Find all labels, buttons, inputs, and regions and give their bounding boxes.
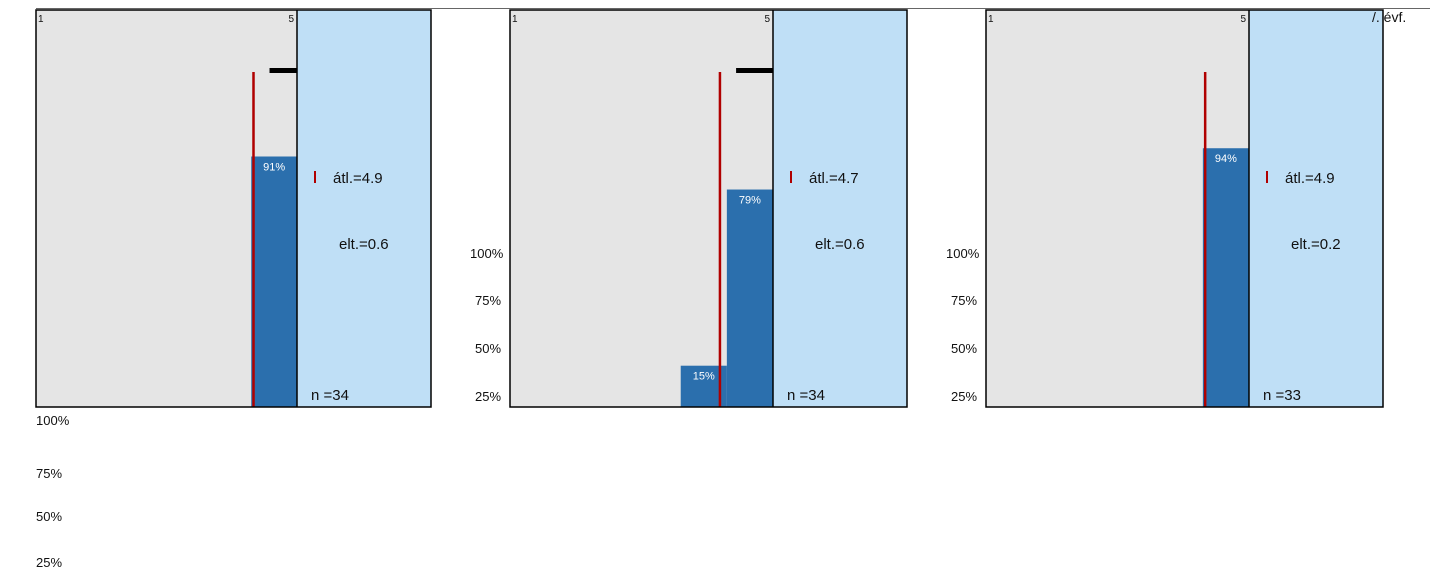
chart-1-ytick-label: 50%: [36, 509, 63, 524]
scale-max-label: 5: [288, 14, 294, 25]
chart-3-svg: 94% 1 5 átl.=4.9 elt.=0.2 n =33: [985, 9, 1384, 408]
stats-panel: [1249, 10, 1383, 407]
sd-label: elt.=0.6: [339, 236, 389, 253]
mean-label: átl.=4.7: [809, 170, 859, 187]
n-label: n =33: [1263, 387, 1301, 404]
scale-min-label: 1: [512, 14, 518, 25]
chart-2-svg: 15% 79% 1 5 átl.=4.7 elt.=0.6 n =34: [509, 9, 908, 408]
stats-panel: [773, 10, 907, 407]
chart-3-ytick-label: 75%: [951, 293, 978, 308]
chart-3-ytick-label: 100%: [946, 246, 980, 261]
chart-3-ytick-label: 50%: [951, 341, 978, 356]
chart-2-ytick-label: 75%: [475, 293, 502, 308]
median-bar: [736, 68, 773, 73]
median-bar: [269, 68, 297, 73]
n-label: n =34: [787, 387, 825, 404]
bar: [726, 189, 773, 407]
bar-value-label: 94%: [1215, 153, 1237, 165]
chart-border: [985, 9, 1384, 408]
bar: [1202, 148, 1249, 407]
bar: [251, 156, 297, 407]
chart-2-ytick-label: 50%: [475, 341, 502, 356]
mean-label: átl.=4.9: [1285, 170, 1335, 187]
chart-border: [509, 9, 908, 408]
scale-min-label: 1: [988, 14, 994, 25]
scale-max-label: 5: [1240, 14, 1246, 25]
top-rule: [36, 8, 1430, 9]
bar-value-label: 79%: [739, 195, 761, 207]
chart-1-ytick-label: 75%: [36, 466, 63, 481]
sd-label: elt.=0.2: [1291, 236, 1341, 253]
chart-1-ytick-label: 25%: [36, 555, 63, 569]
chart-3-ytick-label: 25%: [951, 389, 978, 404]
bar-value-label: 15%: [693, 371, 715, 383]
chart-panel-1: 91% 1 5 átl.=4.9 elt.=0.6 n =34: [35, 9, 432, 408]
sd-label: elt.=0.6: [815, 236, 865, 253]
chart-panel-3: 94% 1 5 átl.=4.9 elt.=0.2 n =33: [985, 9, 1384, 408]
scale-min-label: 1: [38, 14, 44, 25]
chart-border: [35, 9, 432, 408]
corner-label: /. évf.: [1372, 9, 1407, 25]
n-label: n =34: [311, 387, 349, 404]
bar-value-label: 91%: [263, 161, 285, 173]
chart-2-ytick-label: 100%: [470, 246, 504, 261]
chart-panel-2: 15% 79% 1 5 átl.=4.7 elt.=0.6 n =34: [509, 9, 908, 408]
chart-2-ytick-label: 25%: [475, 389, 502, 404]
scale-max-label: 5: [764, 14, 770, 25]
chart-1-svg: 91% 1 5 átl.=4.9 elt.=0.6 n =34: [35, 9, 432, 408]
chart-1-ytick-label: 100%: [36, 413, 70, 428]
mean-label: átl.=4.9: [333, 170, 383, 187]
stats-panel: [297, 10, 431, 407]
